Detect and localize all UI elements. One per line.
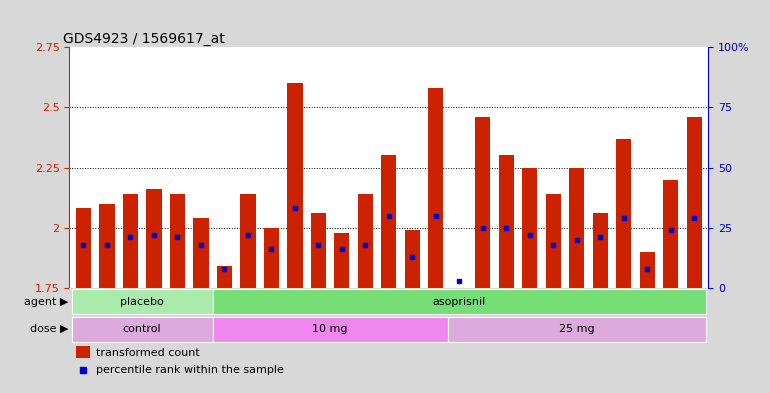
Bar [405,230,420,288]
Bar [428,88,444,288]
Bar [640,252,655,288]
Text: transformed count: transformed count [96,347,200,358]
Bar [169,194,185,288]
Bar [213,289,706,314]
Bar [72,317,213,342]
Bar [334,233,350,288]
Bar [447,317,706,342]
Text: placebo: placebo [120,297,164,307]
Text: GDS4923 / 1569617_at: GDS4923 / 1569617_at [63,32,225,46]
Text: agent ▶: agent ▶ [25,297,69,307]
Bar [381,156,397,288]
Bar [663,180,678,288]
Bar [593,213,608,288]
Bar [72,289,213,314]
Bar [99,204,115,288]
Bar [122,194,138,288]
Bar [569,167,584,288]
Text: dose ▶: dose ▶ [30,324,69,334]
Bar [358,194,373,288]
Bar [240,194,256,288]
Bar [264,228,279,288]
Bar [75,346,90,358]
Bar [687,117,702,288]
Bar [193,218,209,288]
Text: 25 mg: 25 mg [559,324,594,334]
Bar [546,194,561,288]
Text: control: control [123,324,162,334]
Bar [75,208,91,288]
Text: 10 mg: 10 mg [313,324,348,334]
Bar [287,83,303,288]
Text: percentile rank within the sample: percentile rank within the sample [96,365,284,375]
Bar [616,139,631,288]
Bar [216,266,232,288]
Text: asoprisnil: asoprisnil [433,297,486,307]
Bar [499,156,514,288]
Bar [522,167,537,288]
Bar [146,189,162,288]
Bar [213,317,447,342]
Bar [475,117,490,288]
Bar [311,213,326,288]
